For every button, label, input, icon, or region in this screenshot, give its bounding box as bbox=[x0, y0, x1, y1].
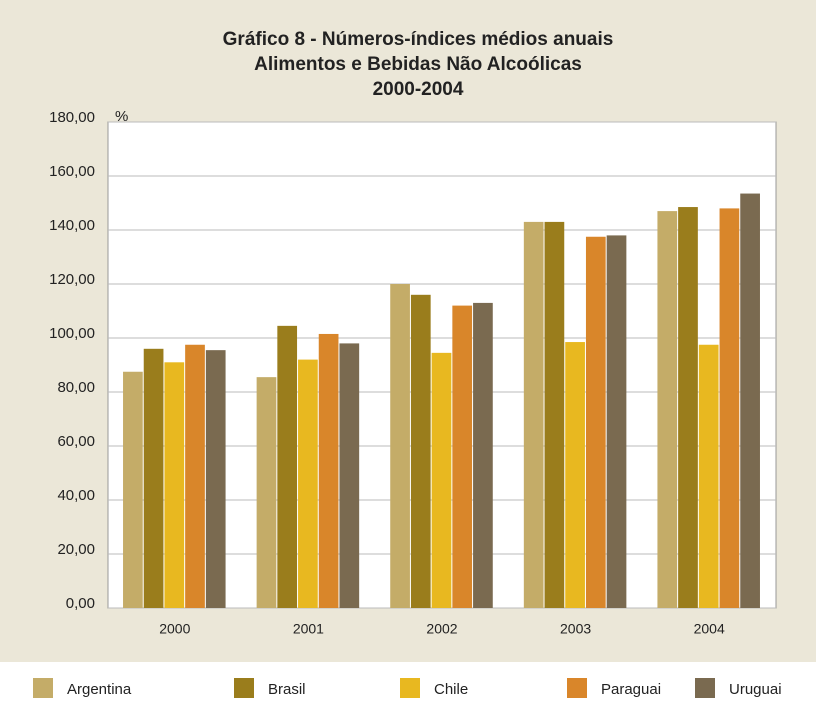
legend-swatch bbox=[400, 678, 420, 698]
bar bbox=[277, 325, 298, 608]
bar bbox=[318, 333, 339, 608]
legend-swatch bbox=[695, 678, 715, 698]
y-tick-label: 160,00 bbox=[49, 163, 95, 180]
bar bbox=[698, 344, 719, 608]
legend-label: Uruguai bbox=[729, 681, 782, 698]
y-tick-label: 40,00 bbox=[57, 487, 95, 504]
legend-swatch bbox=[33, 678, 53, 698]
bar bbox=[123, 371, 143, 608]
y-tick-label: 20,00 bbox=[57, 541, 95, 558]
bar bbox=[143, 348, 164, 608]
bar bbox=[740, 193, 760, 609]
y-axis-unit: % bbox=[115, 108, 128, 125]
bar bbox=[585, 236, 606, 608]
bar bbox=[523, 221, 544, 608]
bar bbox=[339, 343, 360, 608]
bar bbox=[431, 352, 452, 608]
y-tick-label: 100,00 bbox=[49, 325, 95, 342]
bar bbox=[452, 305, 473, 608]
y-tick-label: 80,00 bbox=[57, 379, 95, 396]
bar bbox=[164, 362, 185, 608]
bar bbox=[473, 302, 493, 608]
y-tick-label: 120,00 bbox=[49, 271, 95, 288]
bar bbox=[298, 359, 318, 608]
legend-label: Paraguai bbox=[601, 681, 661, 698]
bar bbox=[544, 221, 565, 608]
bar bbox=[565, 342, 585, 608]
legend-label: Chile bbox=[434, 681, 468, 698]
bar bbox=[606, 235, 627, 608]
chart-title: Alimentos e Bebidas Não Alcoólicas bbox=[254, 54, 582, 75]
x-tick-label: 2002 bbox=[426, 621, 457, 637]
y-tick-label: 0,00 bbox=[66, 595, 95, 612]
chart-title: Gráfico 8 - Números-índices médios anuai… bbox=[223, 29, 614, 50]
y-tick-label: 140,00 bbox=[49, 217, 95, 234]
bar bbox=[390, 284, 410, 608]
bar bbox=[256, 377, 277, 608]
bar bbox=[410, 294, 431, 608]
bar bbox=[678, 207, 698, 609]
legend-label: Argentina bbox=[67, 681, 132, 698]
bar bbox=[657, 211, 678, 608]
x-tick-label: 2000 bbox=[159, 621, 190, 637]
y-tick-label: 60,00 bbox=[57, 433, 95, 450]
legend-swatch bbox=[567, 678, 587, 698]
legend-swatch bbox=[234, 678, 254, 698]
chart-title: 2000-2004 bbox=[373, 79, 464, 100]
bar bbox=[185, 344, 205, 608]
x-tick-label: 2003 bbox=[560, 621, 591, 637]
legend-label: Brasil bbox=[268, 681, 306, 698]
x-tick-label: 2004 bbox=[694, 621, 725, 637]
x-tick-label: 2001 bbox=[293, 621, 324, 637]
bar bbox=[719, 208, 740, 608]
y-tick-label: 180,00 bbox=[49, 109, 95, 126]
bar bbox=[205, 350, 226, 608]
